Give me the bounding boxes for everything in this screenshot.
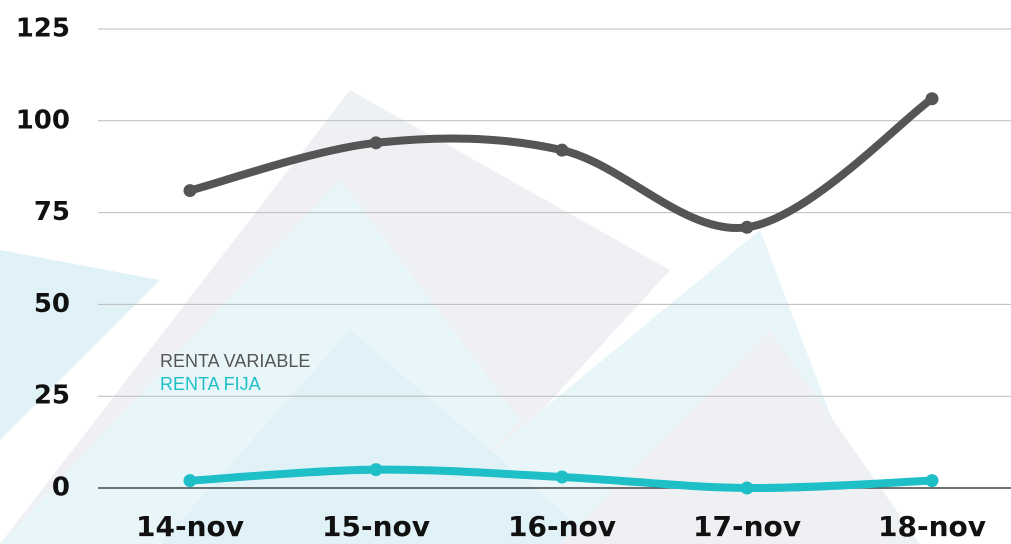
data-point [741,482,754,495]
y-tick-label: 125 [16,14,70,44]
y-tick-label: 0 [52,473,70,503]
y-tick-label: 100 [16,105,70,135]
x-tick-label: 14-nov [136,510,244,543]
chart: RENTA VARIABLE RENTA FIJA 0 25 50 75 100 125 1… [0,0,1011,544]
data-point [370,463,383,476]
y-tick-label: 50 [34,289,70,319]
y-tick-label: 75 [34,197,70,227]
watermark [0,90,920,544]
y-tick-label: 25 [34,381,70,411]
data-point [184,474,197,487]
x-tick-label: 16-nov [508,510,616,543]
data-point [556,470,569,483]
data-point [556,144,569,157]
data-point [926,92,939,105]
data-point [741,221,754,234]
data-point [926,474,939,487]
x-tick-label: 15-nov [322,510,430,543]
legend-entry: RENTA VARIABLE [160,351,310,371]
data-point [184,184,197,197]
data-point [370,136,383,149]
x-tick-label: 18-nov [878,510,986,543]
legend-entry: RENTA FIJA [160,374,261,394]
x-tick-label: 17-nov [693,510,801,543]
